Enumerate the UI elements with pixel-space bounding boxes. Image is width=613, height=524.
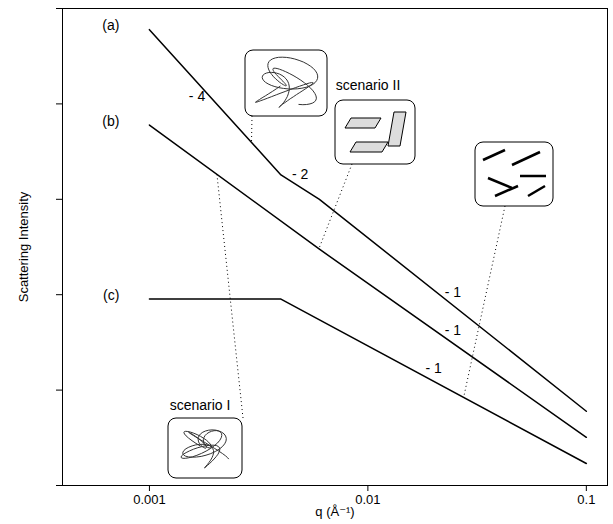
svg-text:0.001: 0.001	[133, 492, 166, 507]
svg-text:0.01: 0.01	[355, 492, 380, 507]
svg-text:Scattering Intensity: Scattering Intensity	[16, 191, 31, 302]
svg-text:- 2: - 2	[292, 166, 309, 182]
svg-text:- 1: - 1	[425, 360, 442, 376]
svg-text:scenario II: scenario II	[336, 77, 401, 93]
svg-text:- 4: - 4	[189, 88, 206, 104]
svg-text:(a): (a)	[102, 17, 119, 33]
svg-text:q (Å⁻¹): q (Å⁻¹)	[315, 504, 354, 519]
svg-text:- 1: - 1	[445, 322, 462, 338]
svg-text:(c): (c)	[103, 287, 119, 303]
svg-text:- 1: - 1	[445, 284, 462, 300]
svg-text:0.1: 0.1	[577, 492, 595, 507]
svg-text:(b): (b)	[102, 113, 119, 129]
svg-text:scenario I: scenario I	[170, 397, 231, 413]
